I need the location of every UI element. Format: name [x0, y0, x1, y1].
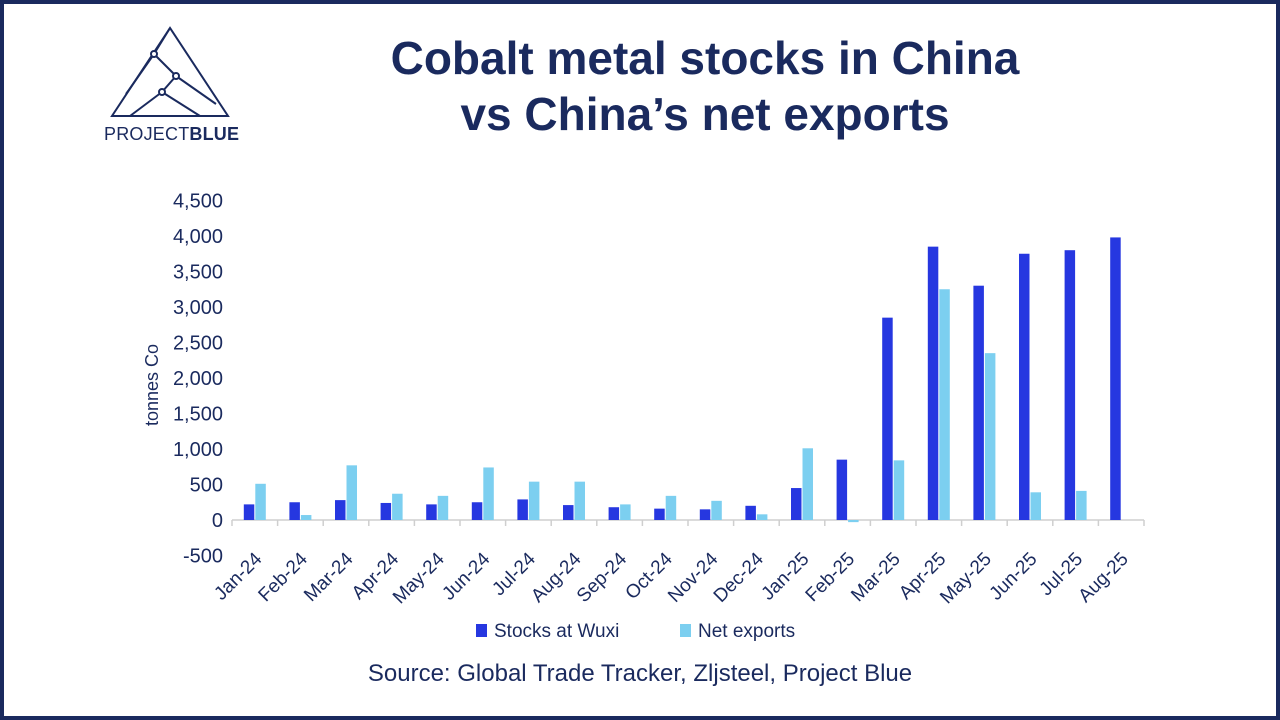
bar-stocks-at-wuxi: [1019, 253, 1030, 520]
bar-net-exports: [802, 448, 813, 520]
bar-net-exports: [300, 515, 312, 520]
bar-stocks-at-wuxi: [1064, 250, 1076, 520]
bar-stocks-at-wuxi: [335, 500, 346, 520]
legend-swatch: [476, 624, 487, 637]
y-tick-label: 4,000: [173, 226, 223, 248]
x-tick-label: Dec-24: [710, 548, 768, 606]
bar-net-exports: [1030, 492, 1041, 520]
bar-stocks-at-wuxi: [426, 504, 437, 520]
bar-stocks-at-wuxi: [973, 285, 984, 520]
x-tick-label: May-25: [936, 549, 996, 609]
bar-stocks-at-wuxi: [791, 488, 802, 520]
y-tick-label: 2,000: [173, 368, 223, 390]
chart-title: Cobalt metal stocks in China vs China’s …: [300, 30, 1110, 142]
y-tick-label: 4,500: [173, 191, 223, 213]
logo-text-regular: PROJECT: [104, 124, 190, 144]
chart-title-line-1: Cobalt metal stocks in China: [390, 32, 1020, 84]
legend-item-stocks: Stocks at Wuxi: [494, 621, 619, 642]
bar-net-exports: [392, 493, 403, 520]
bar-net-exports: [984, 353, 996, 520]
bar-net-exports: [711, 500, 722, 520]
x-tick-label: Mar-24: [300, 548, 358, 606]
x-tick-label: Sep-24: [573, 548, 631, 606]
bar-net-exports: [255, 483, 266, 520]
y-tick-label: 1,500: [173, 404, 223, 426]
bar-stocks-at-wuxi: [471, 502, 483, 520]
bar-stocks-at-wuxi: [243, 504, 255, 520]
logo-text-bold: BLUE: [189, 124, 240, 144]
bar-net-exports: [848, 520, 859, 523]
bar-stocks-at-wuxi: [608, 507, 620, 520]
bar-stocks-at-wuxi: [654, 508, 665, 520]
logo-wordmark: PROJECTBLUE: [104, 124, 240, 145]
x-tick-label: Feb-24: [255, 548, 313, 606]
x-tick-label: Jun-24: [438, 548, 494, 604]
bar-stocks-at-wuxi: [517, 499, 528, 520]
x-tick-label: Jun-25: [986, 549, 1042, 605]
y-tick-label: 0: [212, 510, 223, 532]
bar-net-exports: [437, 495, 449, 520]
bar-net-exports: [620, 504, 631, 520]
bar-stocks-at-wuxi: [699, 509, 711, 520]
bar-stocks-at-wuxi: [882, 317, 893, 520]
x-tick-label: Aug-25: [1075, 549, 1133, 607]
y-tick-label: 3,000: [173, 297, 223, 319]
y-tick-label: 3,500: [173, 262, 223, 284]
y-tick-label: 500: [190, 475, 223, 497]
legend-swatch: [680, 624, 691, 637]
x-tick-label: May-24: [389, 548, 449, 608]
bar-stocks-at-wuxi: [1110, 237, 1121, 521]
bar-net-exports: [893, 460, 905, 520]
triangle-network-icon: [110, 26, 230, 117]
x-tick-label: Aug-24: [527, 548, 585, 606]
y-tick-label: 1,000: [173, 439, 223, 461]
x-tick-label: Nov-24: [664, 548, 722, 606]
bar-stocks-at-wuxi: [745, 505, 756, 520]
bar-net-exports: [483, 467, 494, 520]
bar-stocks-at-wuxi: [289, 502, 300, 520]
chart-title-line-2: vs China’s net exports: [460, 88, 950, 140]
bar-stocks-at-wuxi: [927, 246, 939, 520]
bar-net-exports: [528, 481, 540, 520]
project-blue-logo: PROJECTBLUE: [104, 24, 240, 150]
y-tick-label: 2,500: [173, 333, 223, 355]
y-tick-label: -500: [183, 546, 223, 568]
bar-net-exports: [939, 289, 950, 520]
bar-net-exports: [346, 465, 357, 520]
legend-item-net-exports: Net exports: [698, 621, 795, 642]
bar-net-exports: [665, 495, 677, 520]
x-tick-label: Mar-25: [847, 549, 904, 606]
source-note: Source: Global Trade Tracker, Zljsteel, …: [367, 660, 913, 687]
x-tick-label: Feb-25: [802, 549, 859, 606]
bar-stocks-at-wuxi: [380, 502, 392, 520]
bar-stocks-at-wuxi: [836, 459, 848, 520]
x-tick-label: Jan-25: [758, 549, 814, 605]
bar-stocks-at-wuxi: [563, 505, 574, 520]
bar-net-exports: [1076, 490, 1087, 520]
bar-net-exports: [756, 514, 768, 520]
bar-net-exports: [574, 481, 585, 520]
y-axis-label: tonnes Co: [142, 344, 162, 426]
